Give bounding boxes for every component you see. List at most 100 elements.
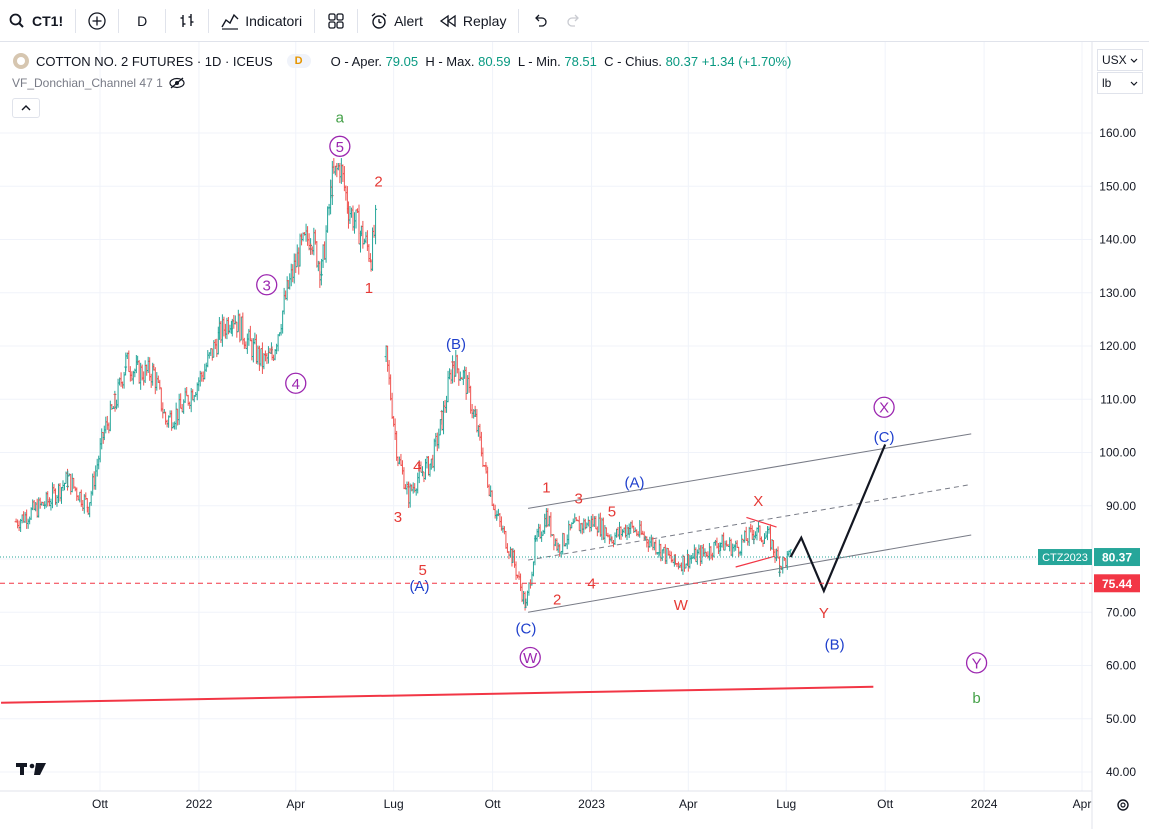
divider: [118, 8, 120, 33]
time-axis[interactable]: Ott 2022 Apr Lug Ott 2023 Apr Lug Ott 2024 Apr: [92, 797, 1091, 811]
close-value: 80.37: [665, 53, 699, 69]
symbol-label: CT1!: [32, 12, 64, 29]
long-term-trendline: [1, 685, 874, 704]
cotton-symbol-icon: [13, 53, 29, 69]
rewind-icon: [439, 14, 456, 27]
unit-select[interactable]: lb: [1097, 72, 1143, 94]
wave-label: 3: [394, 509, 402, 526]
wave-circle: [285, 372, 307, 394]
replay-label: Replay: [462, 12, 507, 29]
channel-mid-line: [527, 483, 972, 561]
divider: [165, 8, 167, 33]
divider: [518, 8, 520, 33]
wave-label: 2: [374, 173, 382, 190]
indicators-button[interactable]: Indicatori: [213, 0, 310, 42]
projection-line: [789, 444, 887, 594]
wave-text: 4: [413, 458, 421, 475]
time-tick-label: 2023: [578, 797, 605, 811]
time-tick-label: Ott: [92, 797, 109, 811]
delayed-badge[interactable]: D: [286, 54, 311, 68]
eye-hidden-icon[interactable]: [169, 77, 185, 89]
alert-button[interactable]: Alert: [362, 0, 431, 42]
indicator-name: VF_Donchian_Channel 47 1: [12, 76, 163, 90]
alert-label: Alert: [394, 12, 423, 29]
time-tick-label: 2024: [971, 797, 998, 811]
symbol-search-button[interactable]: CT1!: [0, 0, 71, 42]
wave-label: 3: [574, 490, 582, 507]
wave-text: 3: [574, 490, 582, 507]
time-tick-label: Apr: [679, 797, 698, 811]
time-tick-label: Ott: [877, 797, 894, 811]
price-tick-label: 150.00: [1099, 179, 1136, 193]
high-value: 80.59: [478, 53, 511, 69]
open-label: O - Aper.: [330, 53, 382, 69]
chart-legend: COTTON NO. 2 FUTURES · 1D · ICEUS D O - …: [12, 52, 791, 70]
wave-text: Y: [819, 605, 829, 622]
indicators-label: Indicatori: [245, 12, 303, 29]
collapse-legend-button[interactable]: [12, 98, 40, 118]
ohlc-values: O - Aper. 79.05 H - Max. 80.59 L - Min. …: [331, 54, 792, 69]
triangle-line: [735, 555, 775, 568]
legend-title: COTTON NO. 2 FUTURES · 1D · ICEUS: [36, 53, 273, 69]
wave-label: 2: [553, 591, 561, 608]
open-value: 79.05: [385, 53, 419, 69]
wave-label: W: [519, 646, 541, 669]
wave-text: 5: [608, 504, 616, 521]
wave-text: 3: [394, 509, 402, 526]
channel-upper-line: [527, 433, 972, 509]
price-tick-label: 140.00: [1099, 233, 1136, 247]
interval-button[interactable]: D: [123, 0, 161, 42]
wave-text: 1: [542, 480, 550, 497]
currency-select[interactable]: USX: [1097, 49, 1143, 71]
high-label: H - Max.: [425, 53, 475, 69]
undo-icon: [535, 14, 548, 27]
wave-text: 3: [263, 277, 271, 294]
currency-value: USX: [1102, 53, 1127, 67]
interval-label: D: [137, 12, 148, 29]
layouts-button[interactable]: [319, 0, 353, 42]
low-value: 78.51: [564, 53, 597, 69]
chart-type-button[interactable]: [170, 0, 204, 42]
wave-text: 2: [374, 173, 382, 190]
wave-text: a: [336, 110, 345, 127]
price-tick-label: 120.00: [1099, 339, 1136, 353]
compare-button[interactable]: [80, 0, 114, 42]
time-tick-label: 2022: [186, 797, 213, 811]
wave-text: (A): [409, 578, 429, 595]
top-toolbar: CT1! D Indicatori Alert Replay: [0, 0, 1149, 42]
wave-label: 1: [542, 480, 550, 497]
wave-text: b: [972, 690, 980, 707]
time-tick-label: Ott: [485, 797, 502, 811]
wave-label: 5: [419, 562, 427, 579]
wave-label: (A): [625, 474, 645, 491]
redo-button[interactable]: [557, 0, 591, 42]
divider: [208, 8, 210, 33]
tradingview-logo[interactable]: [16, 763, 46, 775]
wave-circle: [873, 396, 895, 418]
wave-text: 2: [553, 591, 561, 608]
price-tick-label: 160.00: [1099, 126, 1136, 140]
wave-text: W: [523, 650, 538, 667]
price-tick-label: 100.00: [1099, 446, 1136, 460]
wave-label: X: [753, 493, 763, 510]
undo-button[interactable]: [523, 0, 557, 42]
ohlc-bar: [788, 549, 792, 555]
wave-circle: [329, 135, 351, 157]
settings-gear-icon[interactable]: [1117, 799, 1129, 811]
wave-label: W: [674, 597, 689, 614]
last-price-label: 80.37: [1102, 551, 1132, 565]
chevron-up-icon: [21, 105, 31, 111]
indicator-legend[interactable]: VF_Donchian_Channel 47 1: [12, 76, 185, 90]
wave-label: (B): [825, 637, 845, 654]
divider: [357, 8, 359, 33]
wave-label: 4: [587, 575, 595, 592]
alarm-clock-icon: [371, 12, 387, 29]
price-chart[interactable]: a53421(B)435(A)13(A)524W(C)WXY(B)X(C)Yb …: [0, 42, 1149, 829]
wave-label: 3: [256, 274, 278, 296]
price-tick-label: 70.00: [1106, 605, 1136, 619]
replay-button[interactable]: Replay: [431, 0, 515, 42]
divider: [314, 8, 316, 33]
wave-label: (C): [874, 429, 895, 446]
price-tick-label: 50.00: [1106, 712, 1136, 726]
